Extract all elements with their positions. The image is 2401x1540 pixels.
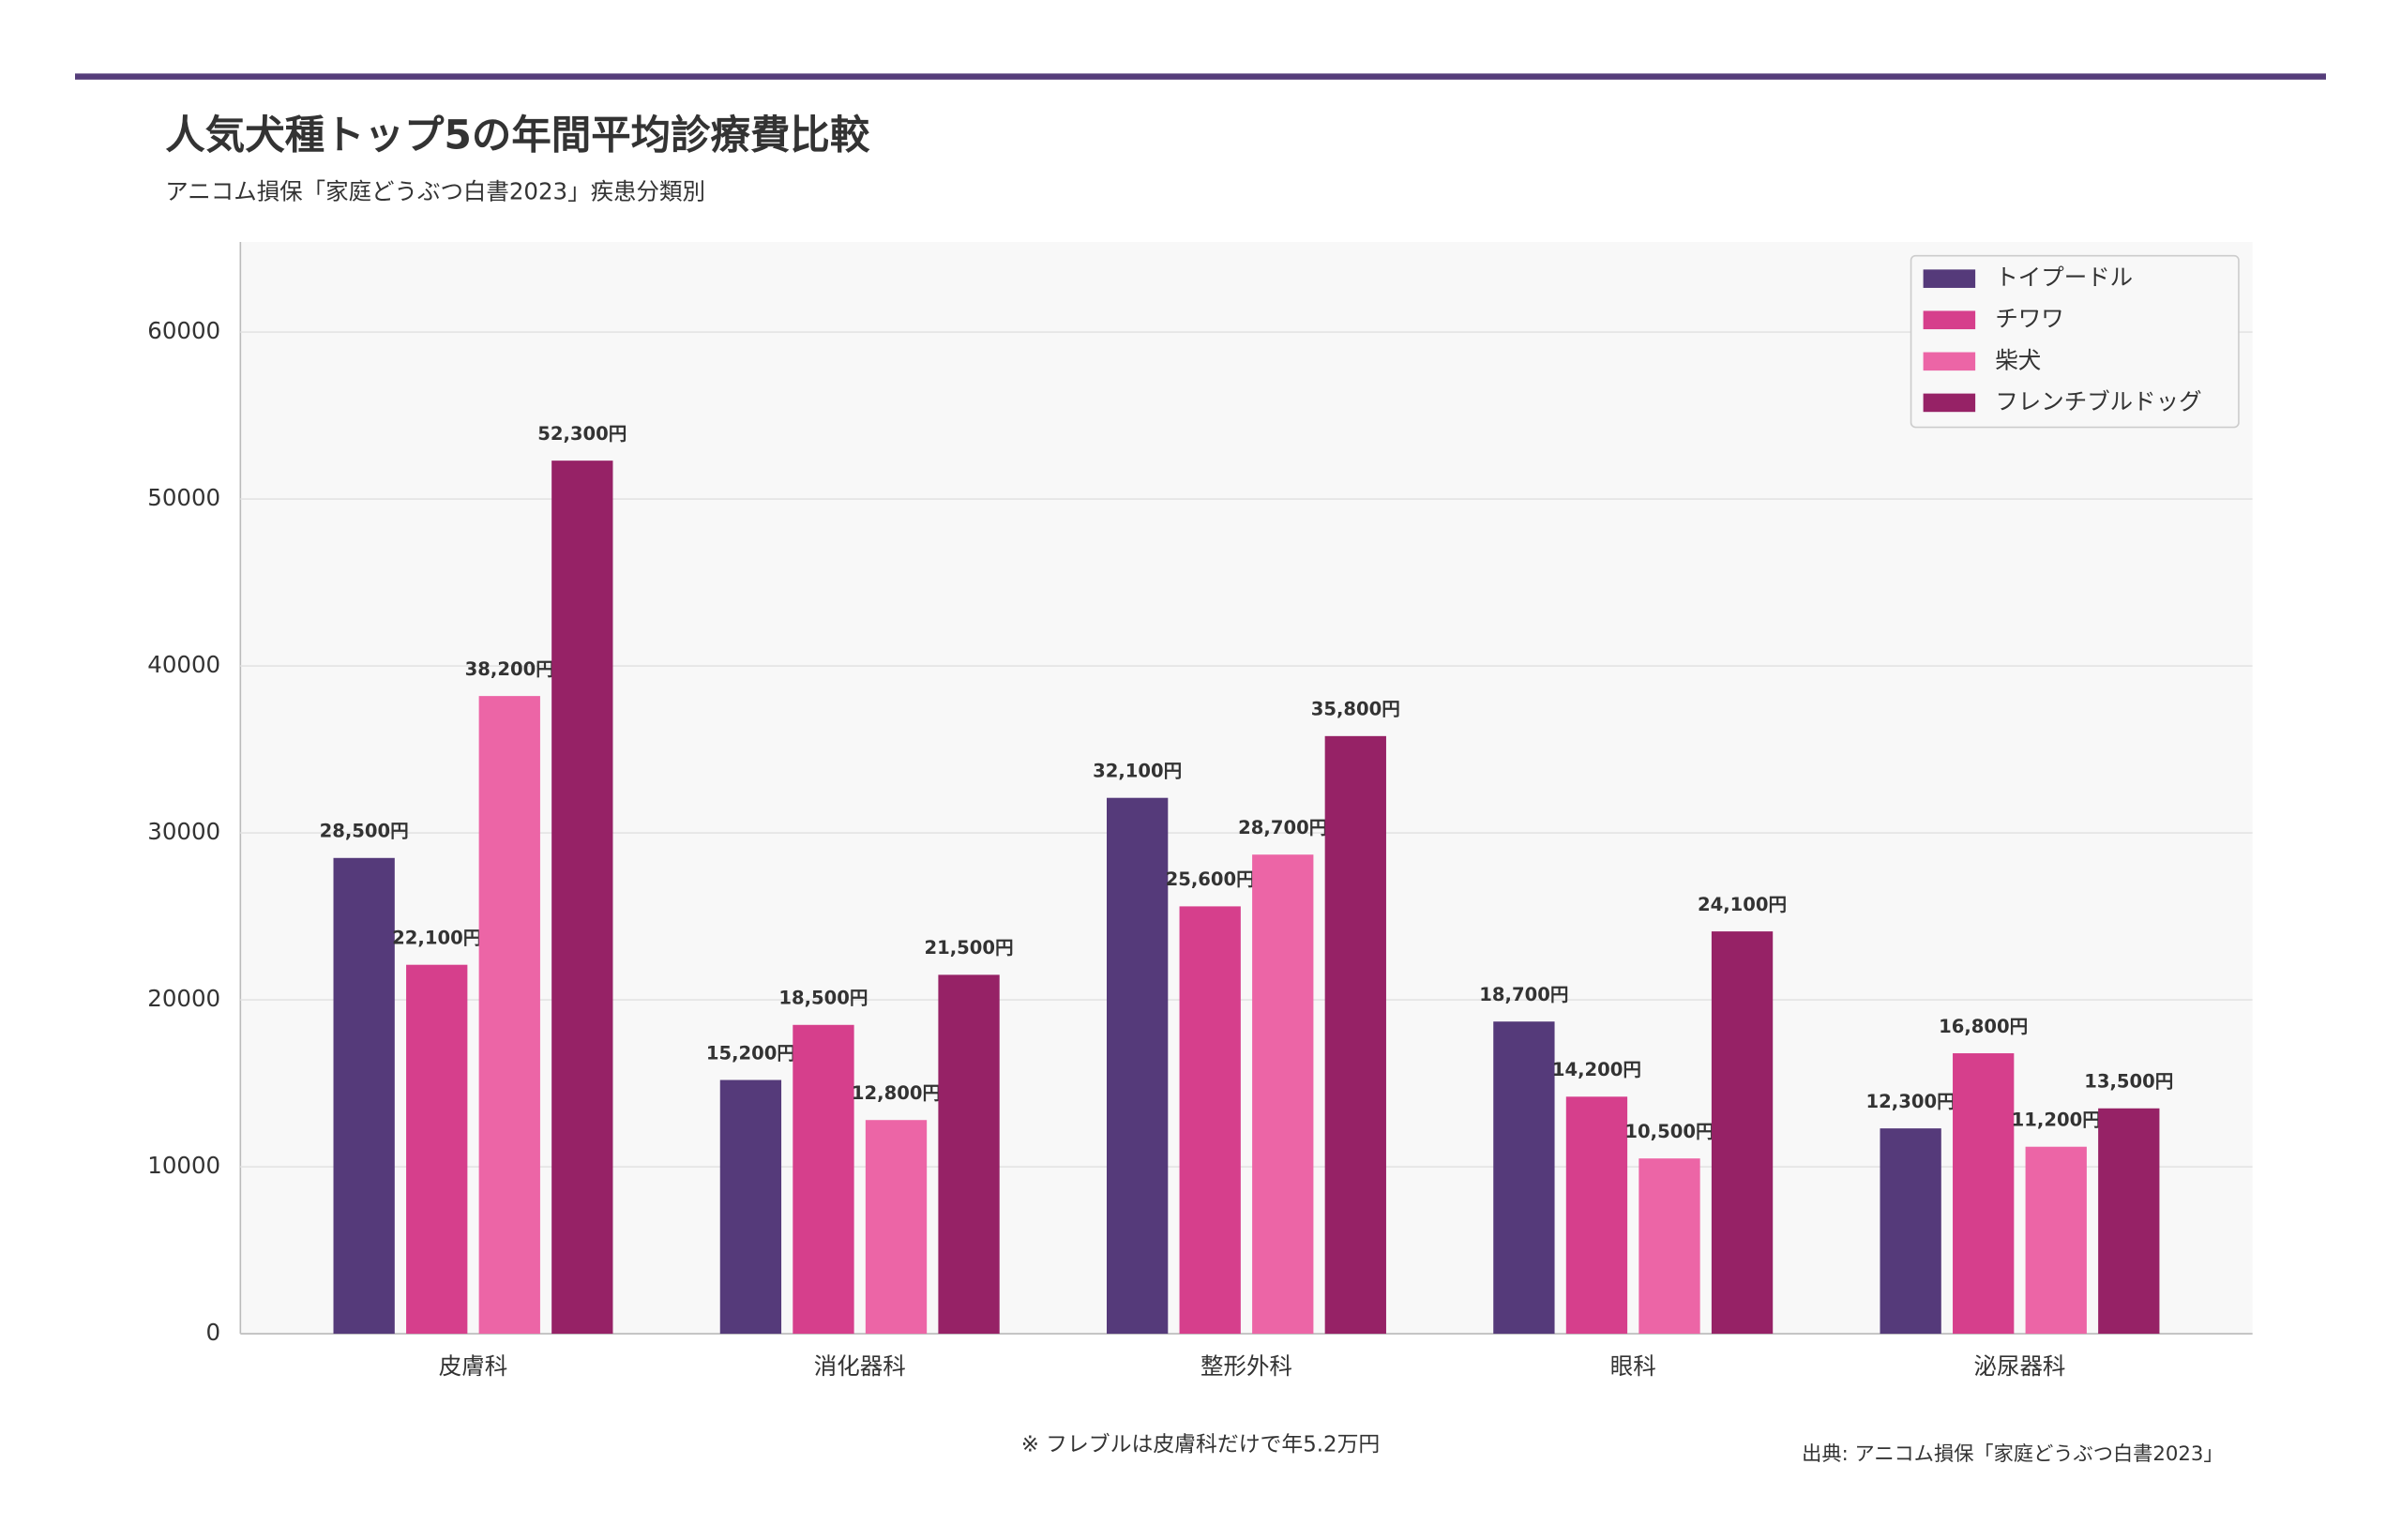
bar: [1880, 1128, 1941, 1335]
data-label: 15,200円: [706, 1042, 795, 1064]
bar: [478, 696, 540, 1335]
legend-swatch: [1923, 393, 1976, 413]
bar: [1179, 906, 1241, 1335]
x-tick-label: 皮膚科: [439, 1352, 507, 1380]
bar: [793, 1024, 854, 1335]
legend-box: [1910, 254, 2240, 429]
y-tick-label: 20000: [147, 985, 220, 1012]
y-tick-label: 10000: [147, 1152, 220, 1179]
bar: [1711, 931, 1774, 1335]
bar: [719, 1080, 782, 1335]
legend-label: トイプードル: [1995, 264, 2133, 291]
bar: [406, 964, 468, 1335]
x-tick-label: 整形外科: [1200, 1352, 1292, 1380]
data-label: 22,100円: [392, 927, 481, 948]
chart-subtitle: アニコム損保「家庭どうぶつ白書2023」疾患分類別: [165, 178, 705, 205]
legend-swatch: [1923, 352, 1976, 371]
bar: [2098, 1108, 2160, 1335]
data-label: 11,200円: [2012, 1109, 2101, 1130]
legend-label: チワワ: [1995, 305, 2063, 332]
x-tick-label: 消化器科: [814, 1352, 906, 1380]
bar: [1638, 1158, 1700, 1335]
data-label: 14,200円: [1552, 1059, 1641, 1080]
data-label: 18,700円: [1479, 984, 1568, 1005]
legend-label: フレンチブルドッグ: [1995, 387, 2201, 415]
data-label: 13,500円: [2084, 1071, 2173, 1093]
bar: [1565, 1096, 1628, 1335]
data-label: 25,600円: [1166, 868, 1255, 890]
x-tick-label: 泌尿器科: [1974, 1352, 2066, 1380]
data-label: 52,300円: [537, 423, 627, 445]
legend-label: 柴犬: [1995, 346, 2041, 373]
bar: [1107, 797, 1169, 1335]
data-label: 32,100円: [1093, 760, 1182, 781]
bar: [333, 857, 395, 1335]
bar: [938, 974, 1000, 1335]
data-label: 28,700円: [1238, 817, 1327, 838]
bar: [2025, 1146, 2087, 1335]
data-label: 12,800円: [852, 1082, 941, 1104]
chart-title: 人気犬種トップ5の年間平均診療費比較: [165, 113, 870, 159]
bar: [1493, 1021, 1555, 1335]
y-tick-label: 30000: [147, 818, 220, 845]
data-label: 21,500円: [924, 937, 1013, 959]
x-tick-label: 眼科: [1610, 1352, 1656, 1380]
data-label: 16,800円: [1939, 1016, 2028, 1037]
data-label: 18,500円: [778, 988, 868, 1009]
footnote: ※ フレブルは皮膚科だけで年5.2万円: [1021, 1433, 1381, 1457]
legend-swatch: [1923, 269, 1976, 288]
data-label: 35,800円: [1311, 699, 1400, 720]
data-label: 28,500円: [320, 821, 409, 842]
bar: [1252, 854, 1314, 1335]
data-label: 38,200円: [465, 658, 554, 680]
y-tick-label: 40000: [147, 651, 220, 678]
data-label: 10,500円: [1624, 1121, 1714, 1142]
legend-swatch: [1923, 310, 1976, 330]
bar: [865, 1120, 928, 1335]
data-label: 24,100円: [1698, 894, 1787, 915]
y-tick-label: 50000: [147, 484, 220, 511]
bar: [1324, 735, 1386, 1335]
y-tick-label: 0: [206, 1319, 221, 1346]
data-label: 12,300円: [1866, 1091, 1956, 1112]
source: 出典: アニコム損保「家庭どうぶつ白書2023」: [1802, 1442, 2223, 1466]
y-tick-label: 60000: [147, 317, 220, 344]
bar: [1953, 1053, 2015, 1335]
bar: [551, 460, 613, 1335]
